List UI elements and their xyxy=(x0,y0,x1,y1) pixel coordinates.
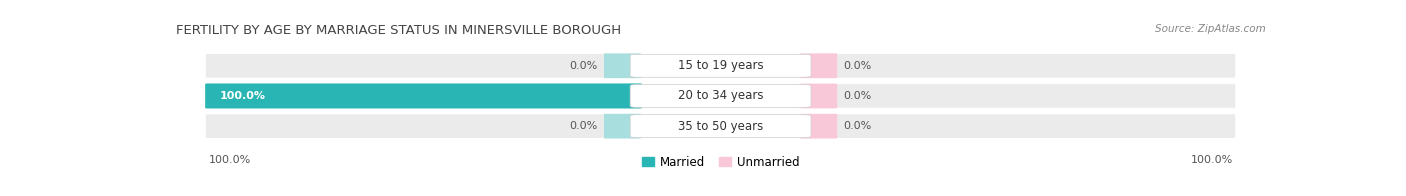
FancyBboxPatch shape xyxy=(799,83,1236,109)
FancyBboxPatch shape xyxy=(205,53,643,78)
Text: 0.0%: 0.0% xyxy=(844,91,872,101)
FancyBboxPatch shape xyxy=(800,53,837,78)
Text: 100.0%: 100.0% xyxy=(1191,155,1233,165)
Text: 100.0%: 100.0% xyxy=(219,91,266,101)
FancyBboxPatch shape xyxy=(630,115,811,138)
FancyBboxPatch shape xyxy=(630,54,811,77)
Text: FERTILITY BY AGE BY MARRIAGE STATUS IN MINERSVILLE BOROUGH: FERTILITY BY AGE BY MARRIAGE STATUS IN M… xyxy=(176,24,621,36)
FancyBboxPatch shape xyxy=(800,114,837,139)
FancyBboxPatch shape xyxy=(205,114,643,139)
FancyBboxPatch shape xyxy=(605,114,641,139)
FancyBboxPatch shape xyxy=(605,53,641,78)
FancyBboxPatch shape xyxy=(800,83,837,108)
FancyBboxPatch shape xyxy=(799,53,1236,78)
Text: 0.0%: 0.0% xyxy=(569,121,598,131)
FancyBboxPatch shape xyxy=(205,83,643,109)
FancyBboxPatch shape xyxy=(799,114,1236,139)
Text: 0.0%: 0.0% xyxy=(569,61,598,71)
Text: 100.0%: 100.0% xyxy=(208,155,250,165)
Text: 20 to 34 years: 20 to 34 years xyxy=(678,89,763,103)
Text: 0.0%: 0.0% xyxy=(844,121,872,131)
FancyBboxPatch shape xyxy=(630,84,811,107)
Text: Source: ZipAtlas.com: Source: ZipAtlas.com xyxy=(1154,24,1265,34)
FancyBboxPatch shape xyxy=(205,83,643,109)
Legend: Married, Unmarried: Married, Unmarried xyxy=(643,156,799,169)
Text: 15 to 19 years: 15 to 19 years xyxy=(678,59,763,72)
Text: 0.0%: 0.0% xyxy=(844,61,872,71)
Text: 35 to 50 years: 35 to 50 years xyxy=(678,120,763,133)
